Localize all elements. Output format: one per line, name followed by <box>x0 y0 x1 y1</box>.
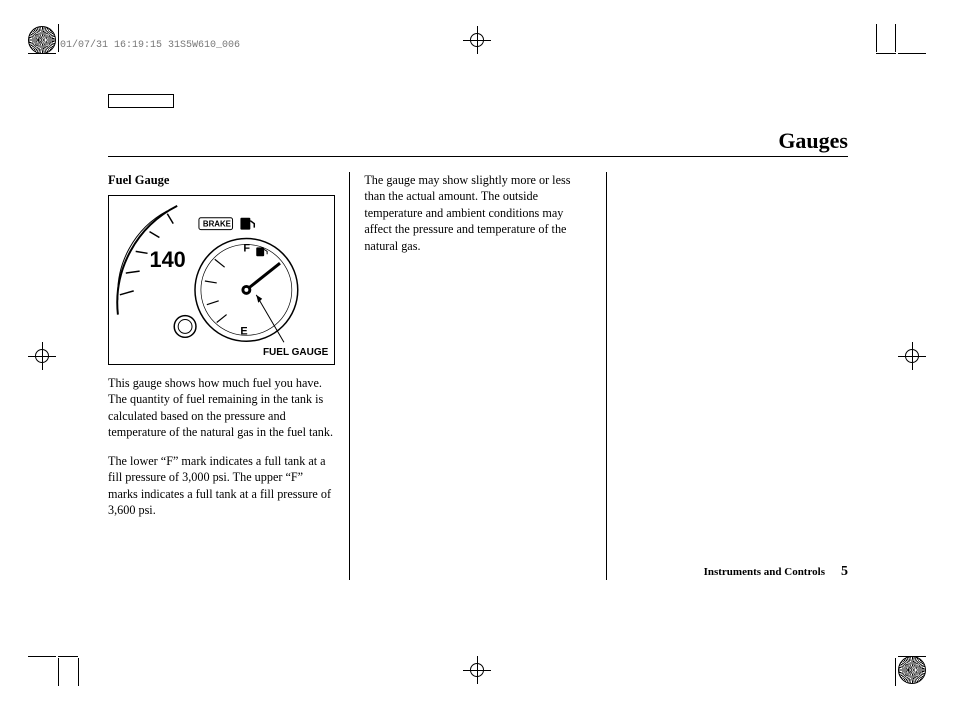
speed-140: 140 <box>150 247 186 272</box>
column-2: The gauge may show slightly more or less… <box>350 172 606 580</box>
hatch-circle-icon <box>898 656 926 684</box>
figure-fuel-gauge: 140 BRAKE F E <box>108 195 335 365</box>
para-gauge-variance: The gauge may show slightly more or less… <box>364 172 591 254</box>
crop-mark <box>895 658 896 686</box>
crop-mark <box>898 53 926 54</box>
crop-mark <box>78 658 79 686</box>
footer-section: Instruments and Controls <box>704 566 825 578</box>
timestamp: 01/07/31 16:19:15 31S5W610_006 <box>60 40 240 51</box>
crop-mark <box>58 658 59 686</box>
crop-mark <box>895 24 896 52</box>
para-f-marks: The lower “F” mark indicates a full tank… <box>108 453 335 519</box>
e-mark: E <box>240 325 247 337</box>
footer: Instruments and Controls 5 <box>704 564 848 580</box>
page-title: Gauges <box>778 128 848 154</box>
footer-page: 5 <box>841 564 848 580</box>
content-area: Fuel Gauge 140 BRAKE <box>108 172 848 580</box>
crop-mark <box>28 656 56 657</box>
hatch-circle-icon <box>28 26 56 54</box>
subhead-fuel-gauge: Fuel Gauge <box>108 172 335 189</box>
title-rule <box>108 156 848 157</box>
crop-mark <box>58 24 59 52</box>
registration-mark <box>463 26 491 54</box>
registration-mark <box>28 342 56 370</box>
registration-mark <box>463 656 491 684</box>
column-3 <box>607 172 848 580</box>
column-1: Fuel Gauge 140 BRAKE <box>108 172 350 580</box>
f-mark: F <box>243 242 250 254</box>
gauge-illustration: 140 BRAKE F E <box>109 196 334 364</box>
registration-mark <box>898 342 926 370</box>
crop-mark <box>58 656 78 657</box>
crop-mark <box>876 53 896 54</box>
figure-label: FUEL GAUGE <box>263 346 328 360</box>
crop-mark <box>876 24 877 52</box>
para-gauge-desc: This gauge shows how much fuel you have.… <box>108 375 335 441</box>
brake-text: BRAKE <box>203 220 231 229</box>
tab-box <box>108 94 174 108</box>
